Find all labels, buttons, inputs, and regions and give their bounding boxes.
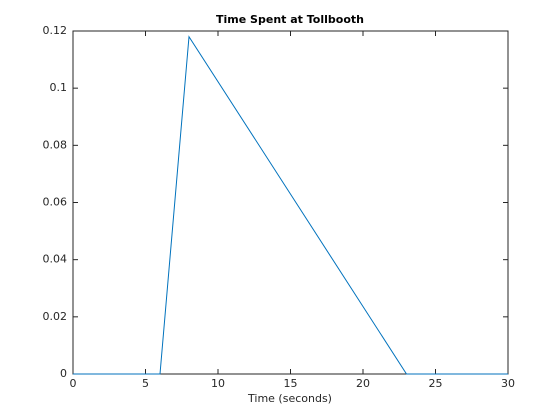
y-tick-label: 0 — [60, 367, 67, 380]
y-tick-label: 0.02 — [43, 310, 68, 323]
x-tick-label: 20 — [356, 377, 370, 390]
y-tick-label: 0.1 — [50, 81, 68, 94]
x-tick-label: 0 — [70, 377, 77, 390]
x-tick-label: 15 — [284, 377, 298, 390]
y-tick-label: 0.08 — [43, 138, 68, 151]
x-tick-label: 25 — [429, 377, 443, 390]
x-tick-label: 30 — [501, 377, 515, 390]
y-tick-label: 0.12 — [43, 24, 68, 37]
axes-box — [72, 30, 509, 375]
x-tick-label: 5 — [142, 377, 149, 390]
data-line — [73, 35, 508, 375]
x-tick-label: 10 — [211, 377, 225, 390]
y-tick-label: 0.04 — [43, 253, 68, 266]
y-tick-label: 0.06 — [43, 196, 68, 209]
chart-title: Time Spent at Tollbooth — [216, 13, 364, 26]
x-axis-label: Time (seconds) — [247, 392, 332, 405]
